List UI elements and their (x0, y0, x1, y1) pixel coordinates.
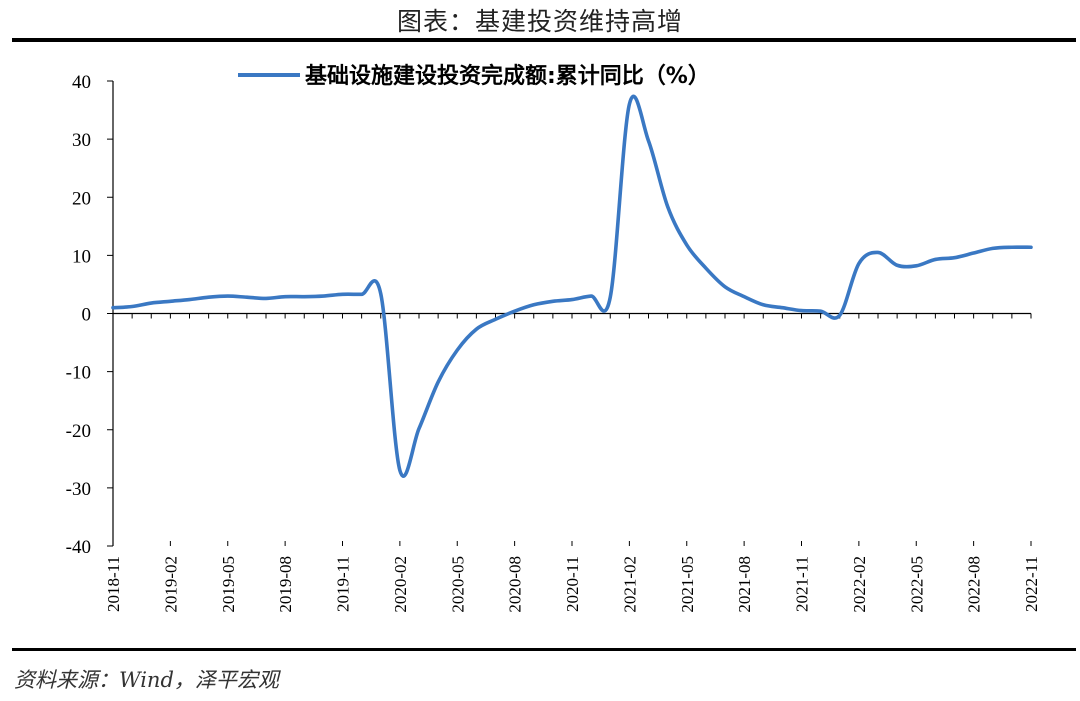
data-point (340, 292, 344, 296)
data-point (398, 468, 402, 472)
data-point (149, 301, 153, 305)
data-point (838, 313, 842, 317)
data-point (187, 297, 191, 301)
data-point (570, 297, 574, 301)
data-point (264, 296, 268, 300)
data-point (512, 309, 516, 313)
data-point (111, 305, 115, 309)
data-point (245, 295, 249, 299)
data-point (532, 303, 536, 307)
data-point (1029, 245, 1033, 249)
data-point (359, 292, 363, 296)
x-tick-label: 2019-05 (219, 556, 238, 613)
data-point (665, 204, 669, 208)
data-point (474, 327, 478, 331)
data-point (589, 294, 593, 298)
data-point (685, 243, 689, 247)
data-point (436, 380, 440, 384)
top-rule (12, 38, 1076, 42)
data-point (206, 295, 210, 299)
chart-axes: 40 30 20 10 0 -10 -20 -30 -40 2018-11 2019-02 2019-… (66, 72, 1041, 613)
data-point (857, 261, 861, 265)
data-point (226, 294, 230, 298)
x-tick-label: 2022-08 (965, 556, 984, 613)
data-point (818, 309, 822, 313)
data-point (417, 426, 421, 430)
x-tick-label: 2019-11 (334, 556, 353, 612)
y-tick-label: -20 (66, 421, 91, 442)
x-tick-label: 2021-02 (620, 556, 639, 613)
x-tick-label: 2022-11 (1022, 556, 1041, 612)
data-point (780, 305, 784, 309)
data-point (895, 263, 899, 267)
x-tick-label: 2020-05 (448, 556, 467, 613)
data-point (551, 299, 555, 303)
x-tick-label: 2020-08 (506, 556, 525, 613)
data-point (1010, 245, 1014, 249)
x-tick-label: 2020-11 (563, 556, 582, 612)
y-tick-label: 30 (72, 130, 91, 151)
data-point (283, 294, 287, 298)
y-tick-label: -40 (66, 537, 91, 558)
y-tick-label: -30 (66, 479, 91, 500)
x-tick-label: 2019-08 (276, 556, 295, 613)
y-tick-label: 40 (72, 72, 91, 93)
data-point (991, 246, 995, 250)
legend-label: 基础设施建设投资完成额:累计同比（%） (305, 63, 710, 89)
data-point (608, 295, 612, 299)
x-tick-label: 2018-11 (104, 556, 123, 612)
data-point (914, 264, 918, 268)
data-point (761, 303, 765, 307)
data-point (933, 257, 937, 261)
y-tick-label: -10 (66, 363, 91, 384)
data-point (493, 317, 497, 321)
x-tick-label: 2021-11 (793, 556, 812, 612)
y-tick-label: 0 (82, 305, 92, 326)
chart-legend: 基础设施建设投资完成额:累计同比（%） (238, 63, 710, 89)
bottom-rule (12, 648, 1076, 651)
data-point (646, 139, 650, 143)
source-note: 资料来源：Wind，泽平宏观 (14, 668, 279, 692)
x-tick-label: 2022-05 (907, 556, 926, 613)
data-point (302, 294, 306, 298)
data-point (130, 304, 134, 308)
data-point (799, 308, 803, 312)
x-tick-label: 2021-05 (678, 556, 697, 613)
y-tick-label: 20 (72, 188, 91, 209)
x-tick-label: 2019-02 (161, 556, 180, 613)
x-tick-label: 2020-02 (391, 556, 410, 613)
data-point (742, 294, 746, 298)
data-point (455, 348, 459, 352)
data-point (168, 299, 172, 303)
data-point (876, 250, 880, 254)
series-group (111, 94, 1033, 478)
data-point (971, 251, 975, 255)
data-point (627, 102, 631, 106)
x-tick-label: 2021-08 (735, 556, 754, 613)
data-point (952, 256, 956, 260)
figure-title: 图表：基建投资维持高增 (396, 7, 683, 36)
x-tick-label: 2022-02 (850, 556, 869, 613)
series-line (111, 94, 1033, 478)
data-point (379, 292, 383, 296)
data-point (723, 285, 727, 289)
data-point (321, 294, 325, 298)
y-tick-label: 10 (72, 246, 91, 267)
data-point (704, 266, 708, 270)
